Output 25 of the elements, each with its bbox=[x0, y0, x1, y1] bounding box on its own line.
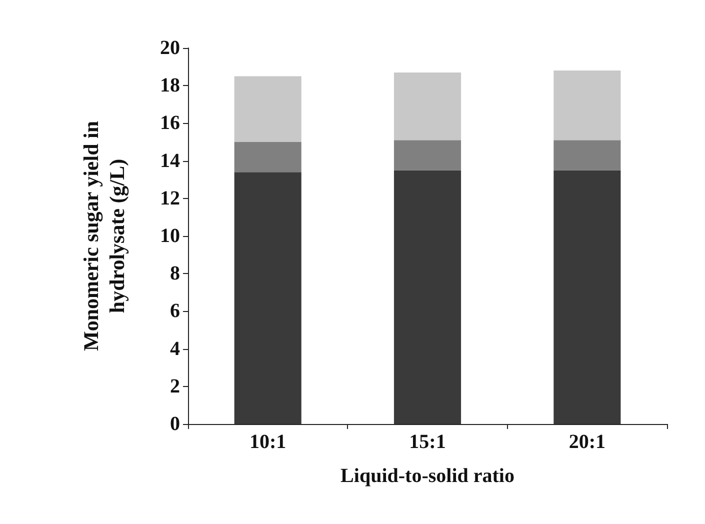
y-tick-label: 14 bbox=[160, 150, 180, 172]
y-axis-title: Monomeric sugar yield in hydrolysate (g/L) bbox=[79, 120, 129, 352]
y-tick-label: 12 bbox=[160, 187, 180, 210]
y-tick-label: 16 bbox=[160, 112, 180, 134]
x-tick-label: 10:1 bbox=[249, 431, 286, 453]
bar bbox=[394, 170, 462, 424]
x-axis-title: Liquid-to-solid ratio bbox=[340, 465, 514, 487]
bar bbox=[234, 76, 302, 142]
bar bbox=[234, 172, 302, 424]
bar bbox=[554, 70, 621, 140]
bar bbox=[554, 170, 621, 424]
y-tick-label: 10 bbox=[160, 225, 180, 247]
x-tick-label: 20:1 bbox=[568, 431, 606, 453]
bar bbox=[234, 142, 302, 172]
bar bbox=[554, 140, 621, 170]
y-tick-label: 20 bbox=[160, 37, 180, 59]
y-tick-label: 8 bbox=[170, 262, 180, 285]
y-tick-label: 6 bbox=[170, 300, 180, 322]
y-tick-label: 18 bbox=[160, 74, 180, 97]
x-tick-label: 15:1 bbox=[409, 431, 446, 453]
y-tick-label: 4 bbox=[170, 338, 180, 360]
bar bbox=[394, 72, 462, 140]
bar bbox=[394, 140, 462, 170]
y-tick-label: 0 bbox=[170, 413, 180, 435]
y-tick-label: 2 bbox=[170, 375, 180, 398]
